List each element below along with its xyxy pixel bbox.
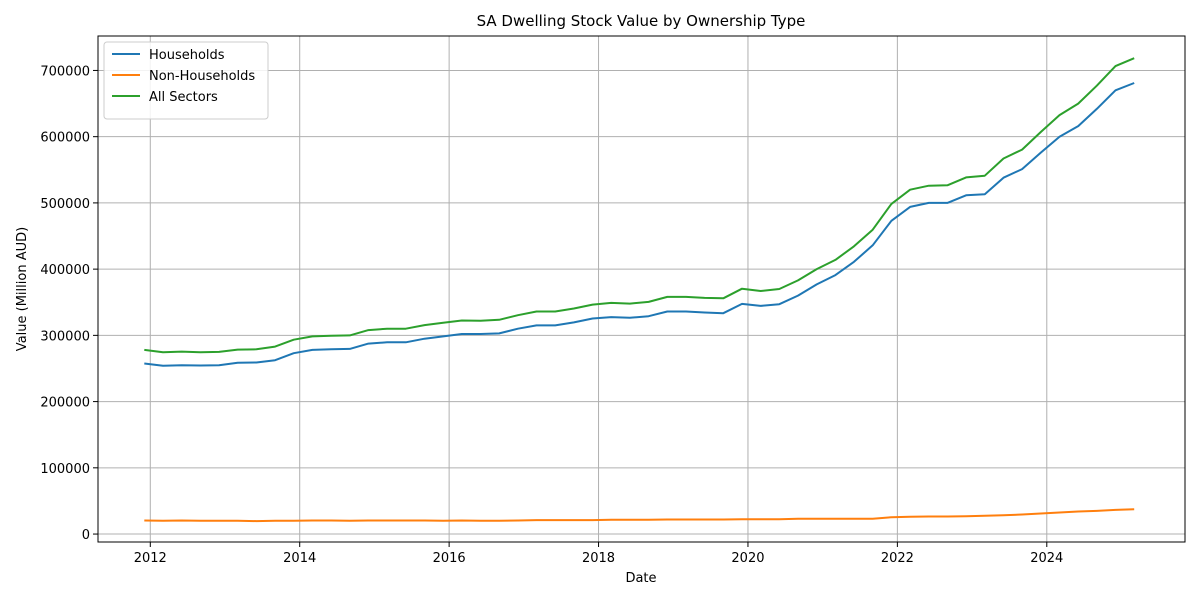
legend-label: Non-Households <box>149 69 255 84</box>
series-line-households <box>144 82 1135 367</box>
x-tick-label: 2020 <box>731 551 764 566</box>
series-lines <box>144 57 1135 523</box>
y-tick-label: 500000 <box>40 197 90 212</box>
legend: Households Non-Households All Sectors <box>103 41 269 120</box>
y-tick-label: 100000 <box>40 462 90 477</box>
y-tick-label: 300000 <box>40 329 90 344</box>
legend-label: Households <box>149 48 225 63</box>
y-tick-label: 0 <box>82 528 90 543</box>
y-axis-title: Value (Million AUD) <box>15 227 30 351</box>
gridlines <box>98 36 1185 542</box>
series-line-all-sectors <box>144 57 1135 354</box>
plot-frame <box>97 35 1186 543</box>
x-tick-label: 2012 <box>134 551 167 566</box>
legend-label: All Sectors <box>149 90 218 105</box>
y-tick-label: 600000 <box>40 131 90 146</box>
x-tick-label: 2018 <box>582 551 615 566</box>
series-line-non-households <box>144 508 1135 523</box>
legend-box <box>103 41 269 120</box>
x-tick-label: 2022 <box>881 551 914 566</box>
y-tick-label: 700000 <box>40 64 90 79</box>
y-tick-label: 400000 <box>40 263 90 278</box>
x-axis-title: Date <box>625 571 656 586</box>
x-tick-label: 2016 <box>433 551 466 566</box>
chart-title: SA Dwelling Stock Value by Ownership Typ… <box>477 12 806 30</box>
x-tick-label: 2014 <box>283 551 316 566</box>
y-tick-label: 200000 <box>40 396 90 411</box>
axis-ticks: 2012 2014 2016 2018 2020 2022 2024 0 100000 20000… <box>40 64 1063 566</box>
x-tick-label: 2024 <box>1030 551 1063 566</box>
